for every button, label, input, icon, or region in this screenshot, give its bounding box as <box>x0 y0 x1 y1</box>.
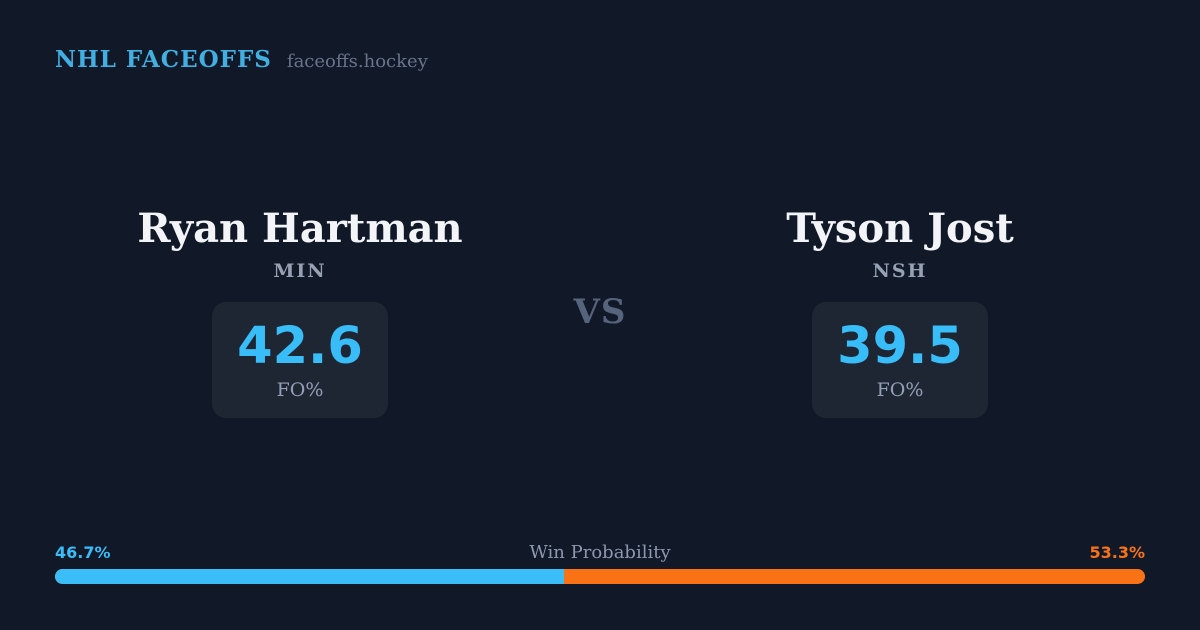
player-right-stat-label: FO% <box>876 378 924 401</box>
player-left-stat-label: FO% <box>276 378 324 401</box>
header: NHL FACEOFFS faceoffs.hockey <box>55 46 428 73</box>
player-right-stat-card: 39.5 FO% <box>812 302 988 418</box>
player-left-team: MIN <box>273 260 327 282</box>
win-probability-fill <box>55 569 565 584</box>
player-left-stat-card: 42.6 FO% <box>212 302 388 418</box>
brand-logo: NHL FACEOFFS <box>55 46 272 73</box>
player-left-name: Ryan Hartman <box>137 205 463 252</box>
player-left-stat-value: 42.6 <box>237 316 363 376</box>
win-probability-right-pct: 53.3% <box>1089 543 1145 562</box>
win-probability-bar <box>55 569 1145 584</box>
player-right-stat-value: 39.5 <box>837 316 963 376</box>
player-left: Ryan Hartman MIN 42.6 FO% <box>0 209 600 418</box>
win-probability-title: Win Probability <box>529 542 671 563</box>
vs-label: VS <box>573 292 627 332</box>
win-probability-left-pct: 46.7% <box>55 543 111 562</box>
site-url: faceoffs.hockey <box>286 51 428 72</box>
player-right-name: Tyson Jost <box>786 205 1014 252</box>
win-probability-labels: 46.7% Win Probability 53.3% <box>55 542 1145 564</box>
player-right-team: NSH <box>872 260 928 282</box>
player-right: Tyson Jost NSH 39.5 FO% <box>600 209 1200 418</box>
